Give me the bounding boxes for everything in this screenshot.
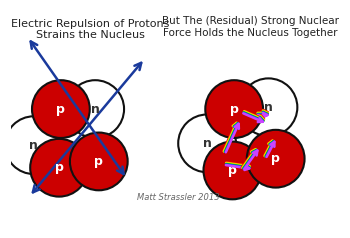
Circle shape (70, 133, 128, 190)
Circle shape (5, 116, 63, 174)
Text: Electric Repulsion of Protons
Strains the Nucleus: Electric Repulsion of Protons Strains th… (12, 19, 170, 40)
Circle shape (203, 142, 261, 199)
Circle shape (247, 130, 304, 188)
Circle shape (30, 139, 88, 197)
Text: But The (Residual) Strong Nuclear
Force Holds the Nucleus Together: But The (Residual) Strong Nuclear Force … (162, 16, 339, 38)
Text: n: n (29, 139, 38, 152)
Circle shape (178, 114, 236, 172)
Circle shape (205, 80, 263, 138)
Text: p: p (94, 155, 103, 168)
Text: p: p (55, 161, 63, 174)
Text: p: p (228, 164, 237, 177)
Text: n: n (91, 103, 100, 116)
Text: n: n (264, 101, 273, 114)
Circle shape (66, 80, 124, 138)
Circle shape (240, 78, 298, 136)
Text: n: n (203, 137, 211, 150)
Text: Matt Strassler 2013: Matt Strassler 2013 (137, 193, 219, 202)
Text: p: p (56, 103, 65, 116)
Circle shape (32, 80, 90, 138)
Text: p: p (271, 152, 280, 165)
Text: p: p (230, 103, 239, 116)
